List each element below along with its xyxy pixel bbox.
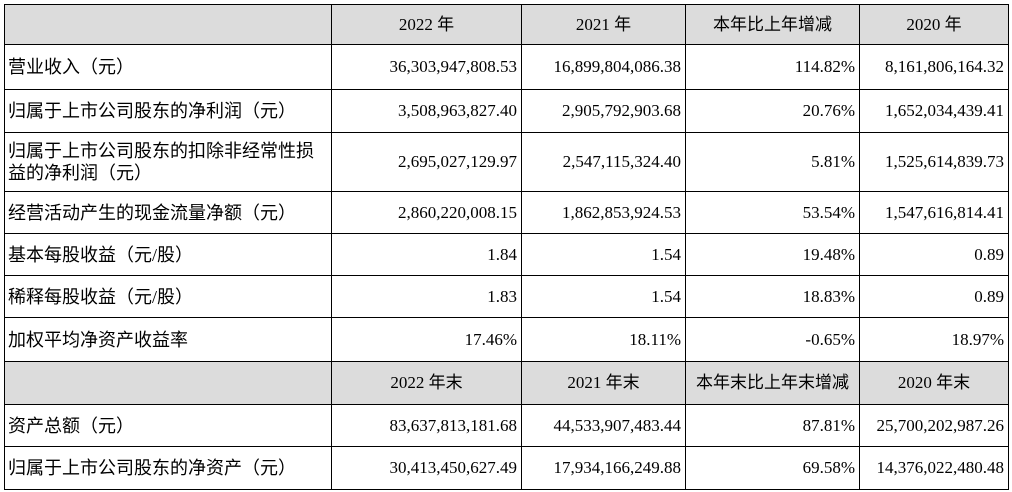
value-cell: 20.76% xyxy=(685,89,860,133)
header-cell: 本年末比上年末增减 xyxy=(685,361,860,405)
value-cell: 0.89 xyxy=(859,233,1009,276)
data-row: 稀释每股收益（元/股） 1.83 1.54 18.83% 0.89 xyxy=(4,275,1009,318)
header-cell: 2022 年 xyxy=(331,4,522,45)
value-cell: 1.54 xyxy=(521,275,686,318)
row-label: 营业收入（元） xyxy=(4,44,332,90)
value-cell: 44,533,907,483.44 xyxy=(521,404,686,447)
value-cell: 83,637,813,181.68 xyxy=(331,404,522,447)
value-cell: 8,161,806,164.32 xyxy=(859,44,1009,90)
value-cell: 3,508,963,827.40 xyxy=(331,89,522,133)
value-cell: 14,376,022,480.48 xyxy=(859,446,1009,490)
value-cell: 1,547,616,814.41 xyxy=(859,191,1009,234)
header-cell: 2021 年末 xyxy=(521,361,686,405)
header-cell: 2020 年 xyxy=(859,4,1009,45)
value-cell: 2,905,792,903.68 xyxy=(521,89,686,133)
value-cell: 114.82% xyxy=(685,44,860,90)
value-cell: 1,652,034,439.41 xyxy=(859,89,1009,133)
value-cell: 1.54 xyxy=(521,233,686,276)
value-cell: -0.65% xyxy=(685,317,860,362)
row-label: 经营活动产生的现金流量净额（元） xyxy=(4,191,332,234)
value-cell: 0.89 xyxy=(859,275,1009,318)
row-label: 归属于上市公司股东的净资产（元） xyxy=(4,446,332,490)
data-row: 归属于上市公司股东的扣除非经常性损益的净利润（元） 2,695,027,129.9… xyxy=(4,132,1009,192)
value-cell: 2,695,027,129.97 xyxy=(331,132,522,192)
value-cell: 5.81% xyxy=(685,132,860,192)
row-label: 归属于上市公司股东的扣除非经常性损益的净利润（元） xyxy=(4,132,332,192)
value-cell: 17.46% xyxy=(331,317,522,362)
value-cell: 2,860,220,008.15 xyxy=(331,191,522,234)
row-label: 加权平均净资产收益率 xyxy=(4,317,332,362)
value-cell: 30,413,450,627.49 xyxy=(331,446,522,490)
data-row: 经营活动产生的现金流量净额（元） 2,860,220,008.15 1,862,85… xyxy=(4,191,1009,234)
row-label: 基本每股收益（元/股） xyxy=(4,233,332,276)
value-cell: 1.83 xyxy=(331,275,522,318)
header-row: 2022 年 2021 年本年比上年增减 2020 年 xyxy=(4,4,1009,45)
value-cell: 18.11% xyxy=(521,317,686,362)
value-cell: 2,547,115,324.40 xyxy=(521,132,686,192)
value-cell: 69.58% xyxy=(685,446,860,490)
value-cell: 16,899,804,086.38 xyxy=(521,44,686,90)
financial-table: 2022 年 2021 年本年比上年增减 2020 年营业收入（元） 36,303,9… xyxy=(4,4,1009,490)
value-cell: 36,303,947,808.53 xyxy=(331,44,522,90)
value-cell: 1,525,614,839.73 xyxy=(859,132,1009,192)
data-row: 加权平均净资产收益率 17.46% 18.11% -0.65% 18.97% xyxy=(4,317,1009,362)
header-cell xyxy=(4,361,332,405)
value-cell: 1.84 xyxy=(331,233,522,276)
value-cell: 53.54% xyxy=(685,191,860,234)
value-cell: 17,934,166,249.88 xyxy=(521,446,686,490)
value-cell: 87.81% xyxy=(685,404,860,447)
header-cell: 本年比上年增减 xyxy=(685,4,860,45)
header-cell xyxy=(4,4,332,45)
data-row: 归属于上市公司股东的净资产（元） 30,413,450,627.49 17,934,… xyxy=(4,446,1009,490)
value-cell: 1,862,853,924.53 xyxy=(521,191,686,234)
header-cell: 2021 年 xyxy=(521,4,686,45)
data-row: 归属于上市公司股东的净利润（元） 3,508,963,827.40 2,905,79… xyxy=(4,89,1009,133)
header-cell: 2022 年末 xyxy=(331,361,522,405)
row-label: 归属于上市公司股东的净利润（元） xyxy=(4,89,332,133)
data-row: 基本每股收益（元/股） 1.84 1.54 19.48% 0.89 xyxy=(4,233,1009,276)
row-label: 稀释每股收益（元/股） xyxy=(4,275,332,318)
value-cell: 19.48% xyxy=(685,233,860,276)
row-label: 资产总额（元） xyxy=(4,404,332,447)
data-row: 营业收入（元） 36,303,947,808.53 16,899,804,086.3… xyxy=(4,44,1009,90)
data-row: 资产总额（元） 83,637,813,181.68 44,533,907,483.4… xyxy=(4,404,1009,447)
table-body: 2022 年 2021 年本年比上年增减 2020 年营业收入（元） 36,303,9… xyxy=(4,4,1009,490)
value-cell: 25,700,202,987.26 xyxy=(859,404,1009,447)
header-row: 2022 年末 2021 年末 本年末比上年末增减 2020 年末 xyxy=(4,361,1009,405)
header-cell: 2020 年末 xyxy=(859,361,1009,405)
value-cell: 18.97% xyxy=(859,317,1009,362)
value-cell: 18.83% xyxy=(685,275,860,318)
